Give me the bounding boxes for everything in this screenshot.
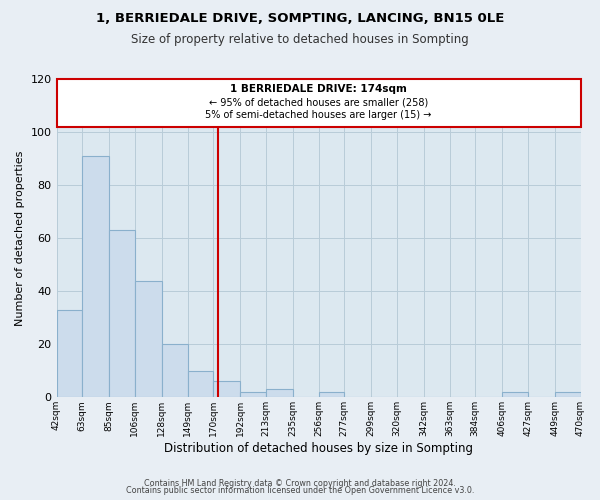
Bar xyxy=(162,344,188,398)
Bar xyxy=(82,156,109,398)
Text: 1 BERRIEDALE DRIVE: 174sqm: 1 BERRIEDALE DRIVE: 174sqm xyxy=(230,84,407,94)
Text: Size of property relative to detached houses in Sompting: Size of property relative to detached ho… xyxy=(131,32,469,46)
Bar xyxy=(56,310,82,398)
Bar xyxy=(319,392,344,398)
Text: 1, BERRIEDALE DRIVE, SOMPTING, LANCING, BN15 0LE: 1, BERRIEDALE DRIVE, SOMPTING, LANCING, … xyxy=(96,12,504,26)
Bar xyxy=(213,382,240,398)
Bar xyxy=(555,392,581,398)
Bar xyxy=(188,371,213,398)
Bar xyxy=(502,392,528,398)
Text: Contains public sector information licensed under the Open Government Licence v3: Contains public sector information licen… xyxy=(126,486,474,495)
FancyBboxPatch shape xyxy=(56,79,581,126)
Y-axis label: Number of detached properties: Number of detached properties xyxy=(15,150,25,326)
Bar xyxy=(266,390,293,398)
Bar xyxy=(109,230,135,398)
Bar xyxy=(240,392,266,398)
Bar xyxy=(135,280,162,398)
Text: 5% of semi-detached houses are larger (15) →: 5% of semi-detached houses are larger (1… xyxy=(205,110,432,120)
Text: ← 95% of detached houses are smaller (258): ← 95% of detached houses are smaller (25… xyxy=(209,98,428,108)
X-axis label: Distribution of detached houses by size in Sompting: Distribution of detached houses by size … xyxy=(164,442,473,455)
Text: Contains HM Land Registry data © Crown copyright and database right 2024.: Contains HM Land Registry data © Crown c… xyxy=(144,478,456,488)
